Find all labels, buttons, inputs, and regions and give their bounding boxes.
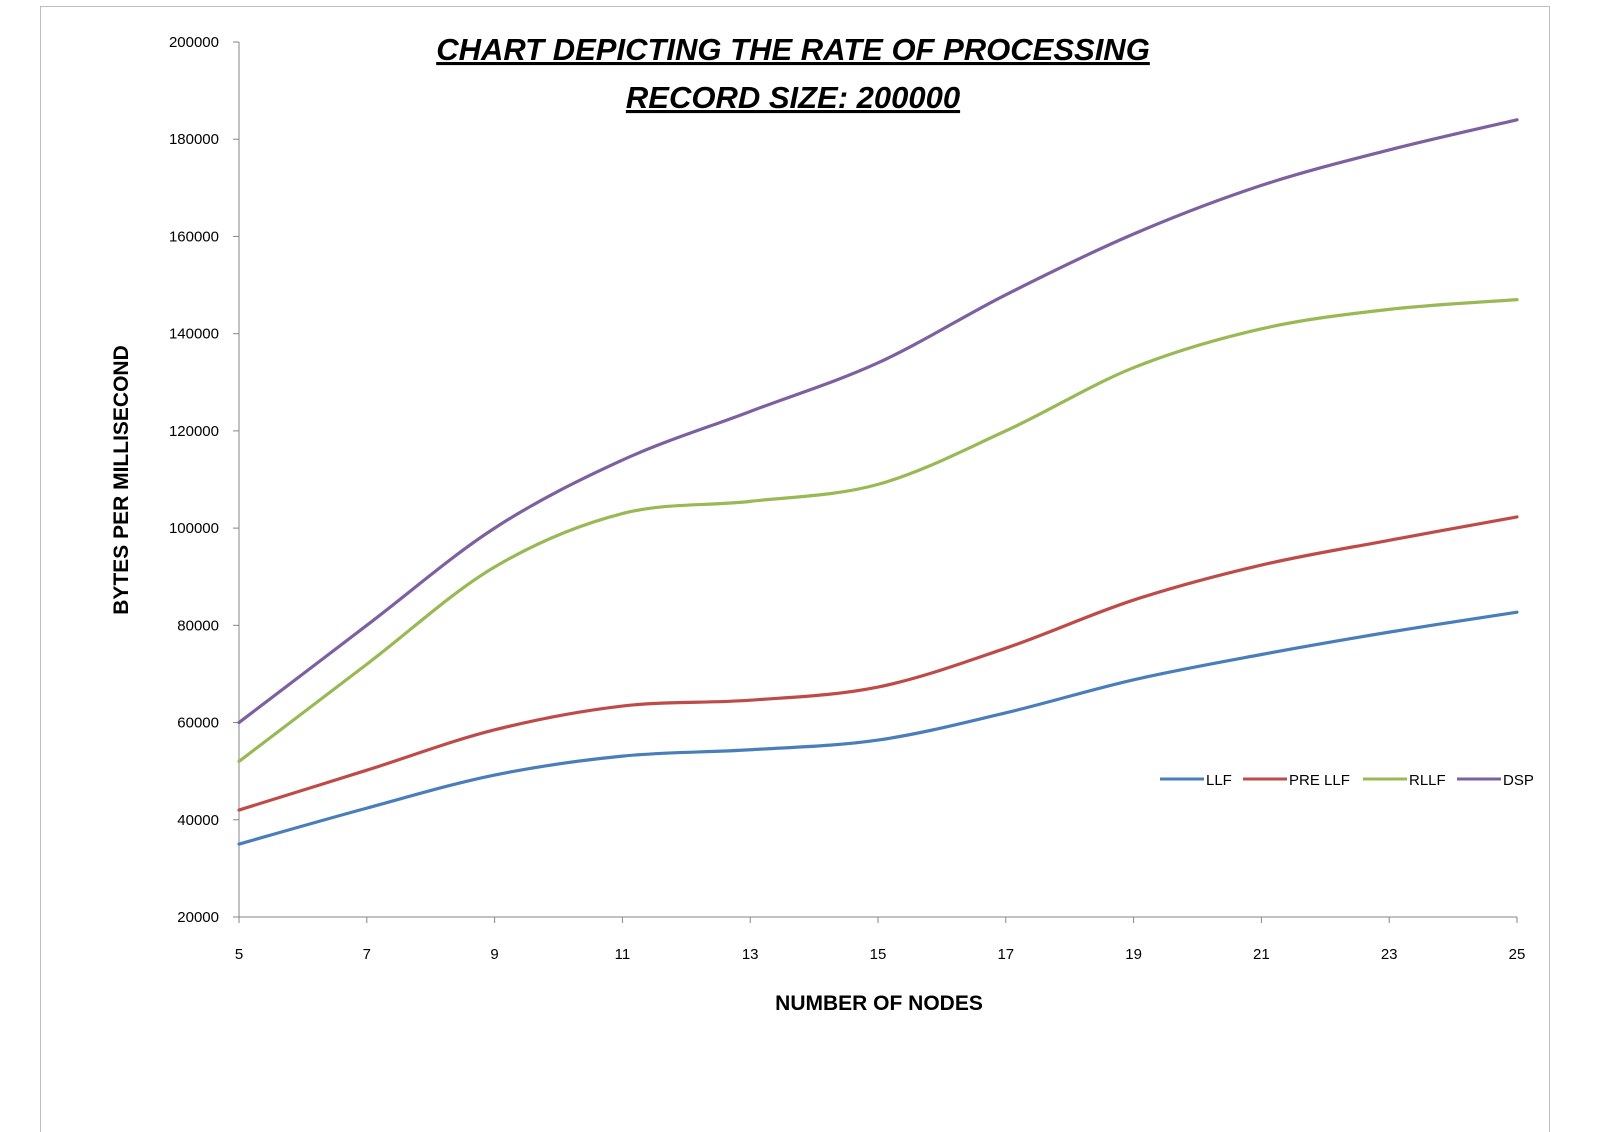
series-line-dsp	[237, 118, 1519, 725]
y-tick-label: 20000	[177, 909, 219, 926]
legend-label-pre-llf: PRE LLF	[1289, 772, 1350, 789]
chart-subtitle: RECORD SIZE: 200000	[626, 80, 960, 115]
x-tick-label: 25	[1509, 946, 1526, 963]
x-axis-label: NUMBER OF NODES	[775, 992, 983, 1015]
legend-label-llf: LLF	[1206, 772, 1232, 789]
x-tick-label: 5	[235, 946, 243, 963]
x-tick-label: 7	[363, 946, 371, 963]
x-tick-label: 23	[1381, 946, 1398, 963]
series-line-rllf	[237, 298, 1519, 764]
x-tick-label: 11	[615, 946, 631, 963]
y-tick-label: 140000	[169, 326, 219, 343]
chart-frame	[40, 6, 1550, 1132]
x-tick-label: 17	[997, 946, 1014, 963]
legend-label-rllf: RLLF	[1409, 772, 1446, 789]
x-tick-label: 9	[490, 946, 498, 963]
chart-title: CHART DEPICTING THE RATE OF PROCESSING	[436, 32, 1150, 67]
y-tick-label: 160000	[169, 228, 219, 245]
y-tick-label: 100000	[169, 520, 219, 537]
x-tick-label: 15	[870, 946, 887, 963]
x-tick-label: 21	[1253, 946, 1270, 963]
x-tick-label: 19	[1125, 946, 1142, 963]
y-tick-label: 60000	[177, 715, 219, 732]
legend-label-dsp: DSP	[1503, 772, 1534, 789]
series-line-pre-llf	[237, 515, 1519, 812]
y-tick-label: 180000	[169, 131, 219, 148]
y-tick-label: 80000	[177, 617, 219, 634]
y-tick-label: 120000	[169, 423, 219, 440]
y-axis-label: BYTES PER MILLISECOND	[110, 345, 133, 615]
x-tick-label: 13	[742, 946, 759, 963]
y-tick-label: 200000	[169, 34, 219, 51]
series-line-llf	[237, 610, 1519, 846]
y-tick-label: 40000	[177, 812, 219, 829]
